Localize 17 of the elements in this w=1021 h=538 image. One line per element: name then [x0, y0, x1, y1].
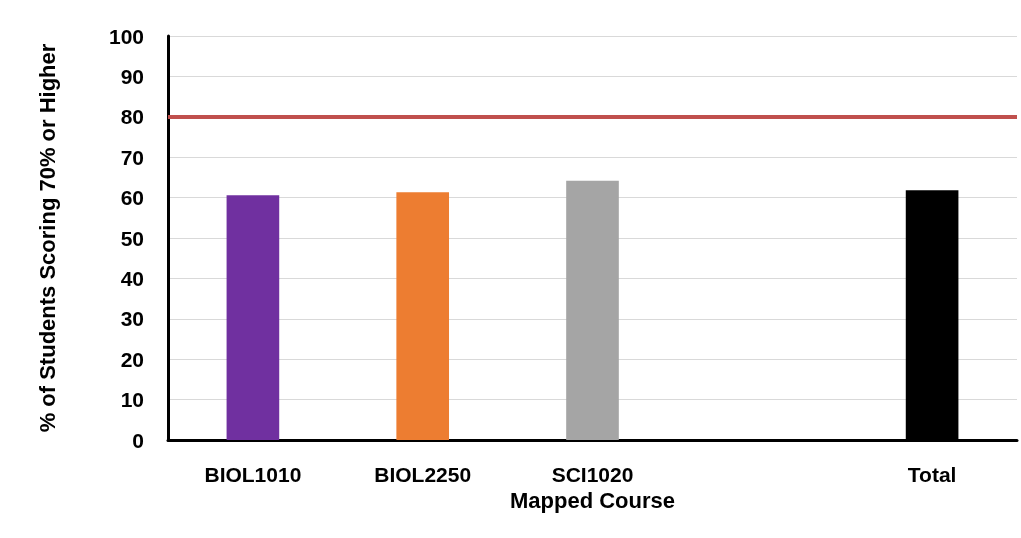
x-tick-label: BIOL2250: [374, 463, 472, 486]
y-tick-label: 90: [120, 64, 144, 88]
x-axis-title: Mapped Course: [509, 488, 676, 514]
y-tick-label: 10: [120, 388, 144, 412]
y-tick-label: 30: [120, 307, 144, 331]
x-tick-label: Total: [907, 463, 957, 486]
y-tick-label: 20: [120, 347, 144, 371]
y-tick-label: 40: [120, 266, 144, 290]
y-axis-title: % of Students Scoring 70% or Higher: [34, 43, 60, 433]
x-tick-label: SCI1020: [551, 463, 634, 486]
y-tick-label: 60: [120, 186, 144, 210]
y-tick-label: 80: [120, 105, 144, 129]
y-tick-label: 50: [120, 226, 144, 250]
y-tick-label: 100: [108, 24, 144, 48]
y-tick-label: 70: [120, 145, 144, 169]
x-tick-label: BIOL1010: [204, 463, 302, 486]
y-tick-label: 0: [132, 428, 144, 452]
